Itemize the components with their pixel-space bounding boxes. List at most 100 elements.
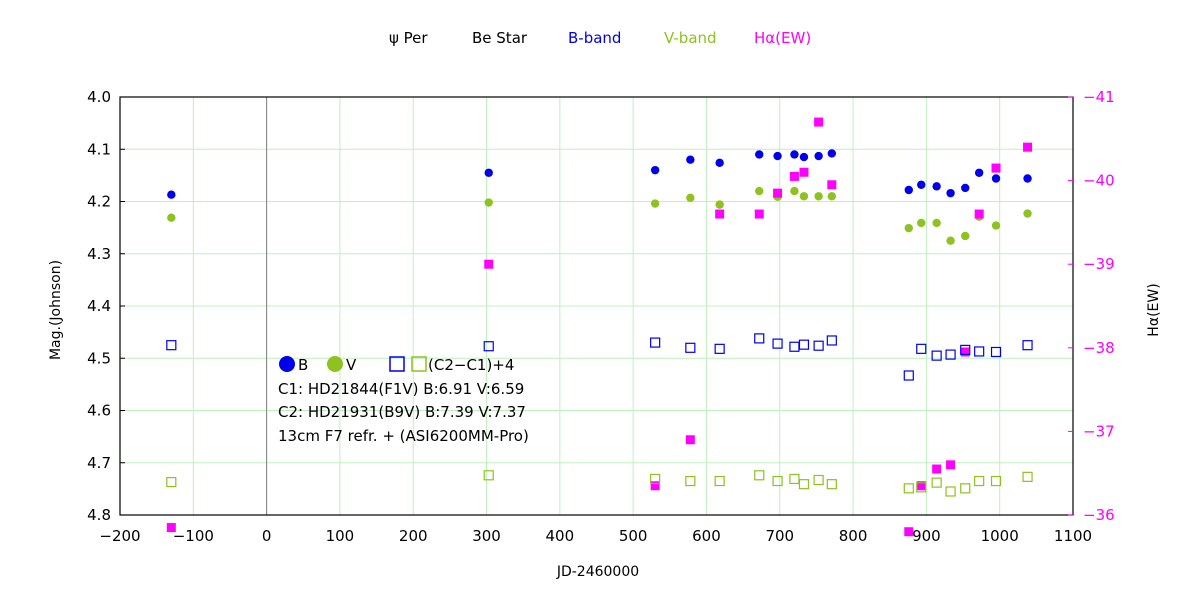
- y2-tick-label: −37: [1083, 422, 1115, 440]
- data-point: [916, 343, 927, 354]
- data-point: [991, 174, 1001, 183]
- x-tick-label: 0: [262, 527, 272, 545]
- data-point: [814, 151, 823, 161]
- data-point: [960, 344, 971, 355]
- data-point: [772, 475, 783, 487]
- data-point: [650, 337, 661, 348]
- data-point: [945, 486, 956, 497]
- y-axis-ticks: 4.0 4.1 4.2 4.3 4.4 4.5 4.6 4.7 4.8: [87, 88, 125, 524]
- series-1: [167, 186, 1032, 245]
- data-point: [904, 527, 914, 537]
- legend-v-label: V: [346, 356, 357, 374]
- data-point: [650, 199, 660, 208]
- data-point: [974, 346, 985, 357]
- data-point: [991, 221, 1001, 230]
- x-tick-label: 700: [765, 527, 794, 545]
- y-tick-label: 4.2: [87, 193, 111, 211]
- x-tick-label: 800: [839, 527, 868, 545]
- x-tick-label: 500: [619, 527, 648, 545]
- y2-tick-label: −36: [1083, 506, 1115, 524]
- x-tick-label: 1000: [981, 527, 1019, 545]
- data-point: [1023, 174, 1032, 183]
- data-point: [754, 209, 764, 219]
- legend-v-marker: [327, 356, 343, 372]
- data-point: [813, 340, 824, 351]
- data-point: [799, 192, 809, 201]
- data-point: [773, 151, 782, 161]
- x-tick-label: 300: [472, 527, 501, 545]
- y-axis-title: Mag.(Johnson): [48, 260, 64, 360]
- data-point: [650, 165, 660, 175]
- y-tick-label: 4.0: [87, 88, 111, 106]
- data-point: [789, 473, 800, 485]
- legend-telescope-line: 13cm F7 refr. + (ASI6200MM-Pro): [278, 427, 529, 445]
- data-point: [799, 152, 809, 162]
- y-tick-label: 4.6: [87, 402, 111, 420]
- y-tick-label: 4.3: [87, 245, 111, 263]
- data-point: [484, 198, 493, 207]
- y-tick-label: 4.4: [87, 297, 111, 315]
- data-point: [932, 218, 941, 228]
- data-point: [974, 209, 984, 219]
- y2-tick-label: −40: [1083, 172, 1115, 190]
- data-point: [484, 259, 494, 269]
- data-point: [974, 168, 984, 177]
- x-axis-ticks: −200 −100 0 100 200 300 400 500 600 700 800 900 1000…: [99, 527, 1092, 545]
- legend: B V (C2−C1)+4 C1: HD21844(F1V) B:6.91 V:…: [278, 356, 529, 445]
- data-point: [814, 117, 824, 127]
- data-point: [932, 182, 941, 191]
- data-point: [1022, 340, 1033, 351]
- data-point: [754, 333, 765, 344]
- data-point: [650, 473, 661, 485]
- data-point: [903, 370, 914, 381]
- data-point: [903, 483, 914, 494]
- x-tick-label: −200: [99, 527, 140, 545]
- legend-c1-line: C1: HD21844(F1V) B:6.91 V:6.59: [278, 380, 524, 398]
- data-point: [714, 475, 725, 487]
- title-be-star: Be Star: [472, 29, 528, 47]
- title-v-band: V-band: [664, 29, 717, 47]
- data-point: [790, 186, 799, 196]
- data-point: [755, 186, 764, 196]
- data-point: [772, 338, 783, 349]
- data-point: [945, 349, 956, 360]
- data-point: [798, 339, 810, 350]
- data-point: [685, 475, 696, 487]
- data-point: [916, 481, 926, 491]
- legend-comp-v-marker: [411, 356, 427, 372]
- title-star-name: ψ Per: [389, 29, 428, 47]
- data-point: [946, 460, 956, 470]
- x-axis-title: JD-2460000: [556, 564, 639, 580]
- data-point: [167, 213, 176, 222]
- x-tick-label: 600: [692, 527, 721, 545]
- data-point: [827, 192, 837, 201]
- data-point: [685, 342, 696, 353]
- grid-lines: [120, 97, 1073, 515]
- x-tick-label: 1100: [1054, 527, 1092, 545]
- data-point: [715, 158, 724, 168]
- data-point: [826, 335, 837, 346]
- data-point: [960, 347, 970, 357]
- legend-comp-b-marker: [389, 356, 405, 372]
- data-point: [483, 470, 494, 481]
- data-point: [789, 171, 799, 181]
- data-point: [931, 350, 942, 361]
- data-point: [813, 474, 824, 486]
- series-2: [166, 117, 1033, 537]
- data-point: [773, 188, 783, 198]
- data-point: [932, 464, 942, 474]
- data-point: [685, 435, 695, 445]
- data-point: [1023, 209, 1032, 218]
- y-tick-label: 4.8: [87, 506, 111, 524]
- data-point: [754, 470, 765, 481]
- data-point: [755, 150, 764, 159]
- data-point: [990, 475, 1002, 487]
- data-point: [166, 340, 177, 351]
- data-point: [1023, 142, 1033, 152]
- legend-c2-line: C2: HD21931(B9V) B:7.39 V:7.37: [278, 403, 526, 421]
- data-point: [974, 475, 985, 487]
- data-point: [946, 236, 955, 245]
- data-point: [904, 223, 913, 233]
- series-4: [166, 470, 1033, 497]
